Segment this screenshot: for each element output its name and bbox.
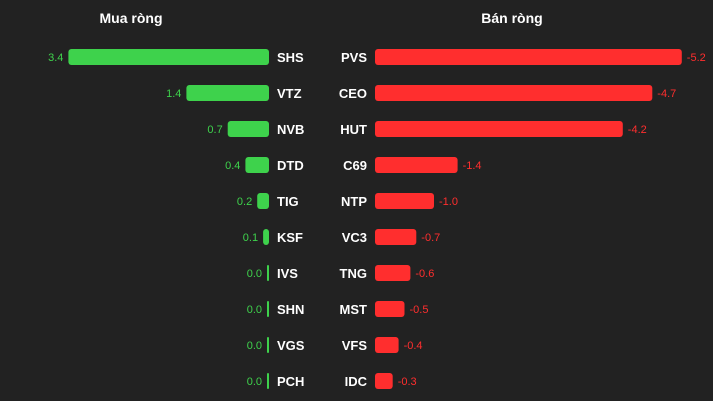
buy-ticker-label: DTD — [277, 158, 304, 173]
sell-ticker-label: IDC — [345, 374, 368, 389]
buy-panel-title: Mua ròng — [100, 10, 163, 26]
buy-ticker-label: IVS — [277, 266, 298, 281]
sell-bar-hut — [375, 121, 623, 137]
buy-ticker-label: TIG — [277, 194, 299, 209]
sell-ticker-label: PVS — [341, 50, 367, 65]
buy-value-label: 0.0 — [247, 304, 262, 316]
buy-value-label: 1.4 — [166, 88, 181, 100]
sell-bar-tng — [375, 265, 411, 281]
buy-value-label: 0.0 — [247, 340, 262, 352]
sell-value-label: -0.4 — [404, 340, 423, 352]
buy-value-label: 0.0 — [247, 268, 262, 280]
buy-value-label: 0.1 — [243, 232, 258, 244]
sell-value-label: -0.7 — [421, 232, 440, 244]
sell-value-label: -1.4 — [463, 160, 482, 172]
buy-bar-ivs — [267, 265, 269, 281]
buy-bar-shs — [68, 49, 270, 65]
sell-value-label: -0.3 — [398, 376, 417, 388]
buy-bar-vgs — [267, 337, 269, 353]
sell-ticker-label: VFS — [342, 338, 368, 353]
buy-bar-nvb — [227, 121, 269, 137]
sell-value-label: -0.5 — [410, 304, 429, 316]
buy-ticker-label: SHN — [277, 302, 304, 317]
sell-bar-ceo — [375, 85, 653, 101]
sell-bar-vfs — [375, 337, 399, 353]
sell-value-label: -0.6 — [415, 268, 434, 280]
buy-bar-pch — [267, 373, 269, 389]
buy-ticker-label: SHS — [277, 50, 304, 65]
sell-panel: PVS -5.2 CEO -4.7 HUT -4.2 C69 -1.4 NTP -1.0 VC3 -0… — [339, 49, 706, 389]
sell-value-label: -1.0 — [439, 196, 458, 208]
buy-value-label: 0.2 — [237, 196, 252, 208]
sell-bar-c69 — [375, 157, 458, 173]
buy-value-label: 0.7 — [207, 124, 222, 136]
buy-bar-vtz — [186, 85, 269, 101]
buy-bar-tig — [257, 193, 269, 209]
sell-ticker-label: C69 — [343, 158, 367, 173]
sell-value-label: -4.7 — [657, 88, 676, 100]
sell-ticker-label: TNG — [340, 266, 367, 281]
sell-panel-title: Bán ròng — [481, 10, 542, 26]
buy-panel: 3.4 SHS 1.4 VTZ 0.7 NVB 0.4 DTD 0.2 TIG 0.1 KSF 0.0 I… — [48, 49, 305, 389]
sell-bar-vc3 — [375, 229, 417, 245]
buy-ticker-label: PCH — [277, 374, 304, 389]
sell-ticker-label: MST — [340, 302, 368, 317]
sell-value-label: -4.2 — [628, 124, 647, 136]
buy-bar-shn — [267, 301, 269, 317]
buy-ticker-label: NVB — [277, 122, 304, 137]
sell-value-label: -5.2 — [687, 52, 706, 64]
sell-bar-pvs — [375, 49, 682, 65]
buy-value-label: 0.0 — [247, 376, 262, 388]
sell-bar-ntp — [375, 193, 434, 209]
buy-ticker-label: VTZ — [277, 86, 302, 101]
sell-ticker-label: HUT — [340, 122, 367, 137]
buy-ticker-label: VGS — [277, 338, 305, 353]
sell-ticker-label: VC3 — [342, 230, 367, 245]
buy-value-label: 3.4 — [48, 52, 63, 64]
sell-bar-idc — [375, 373, 393, 389]
buy-bar-dtd — [245, 157, 269, 173]
buy-ticker-label: KSF — [277, 230, 303, 245]
sell-ticker-label: CEO — [339, 86, 367, 101]
sell-ticker-label: NTP — [341, 194, 367, 209]
buy-value-label: 0.4 — [225, 160, 240, 172]
buy-bar-ksf — [263, 229, 269, 245]
sell-bar-mst — [375, 301, 405, 317]
